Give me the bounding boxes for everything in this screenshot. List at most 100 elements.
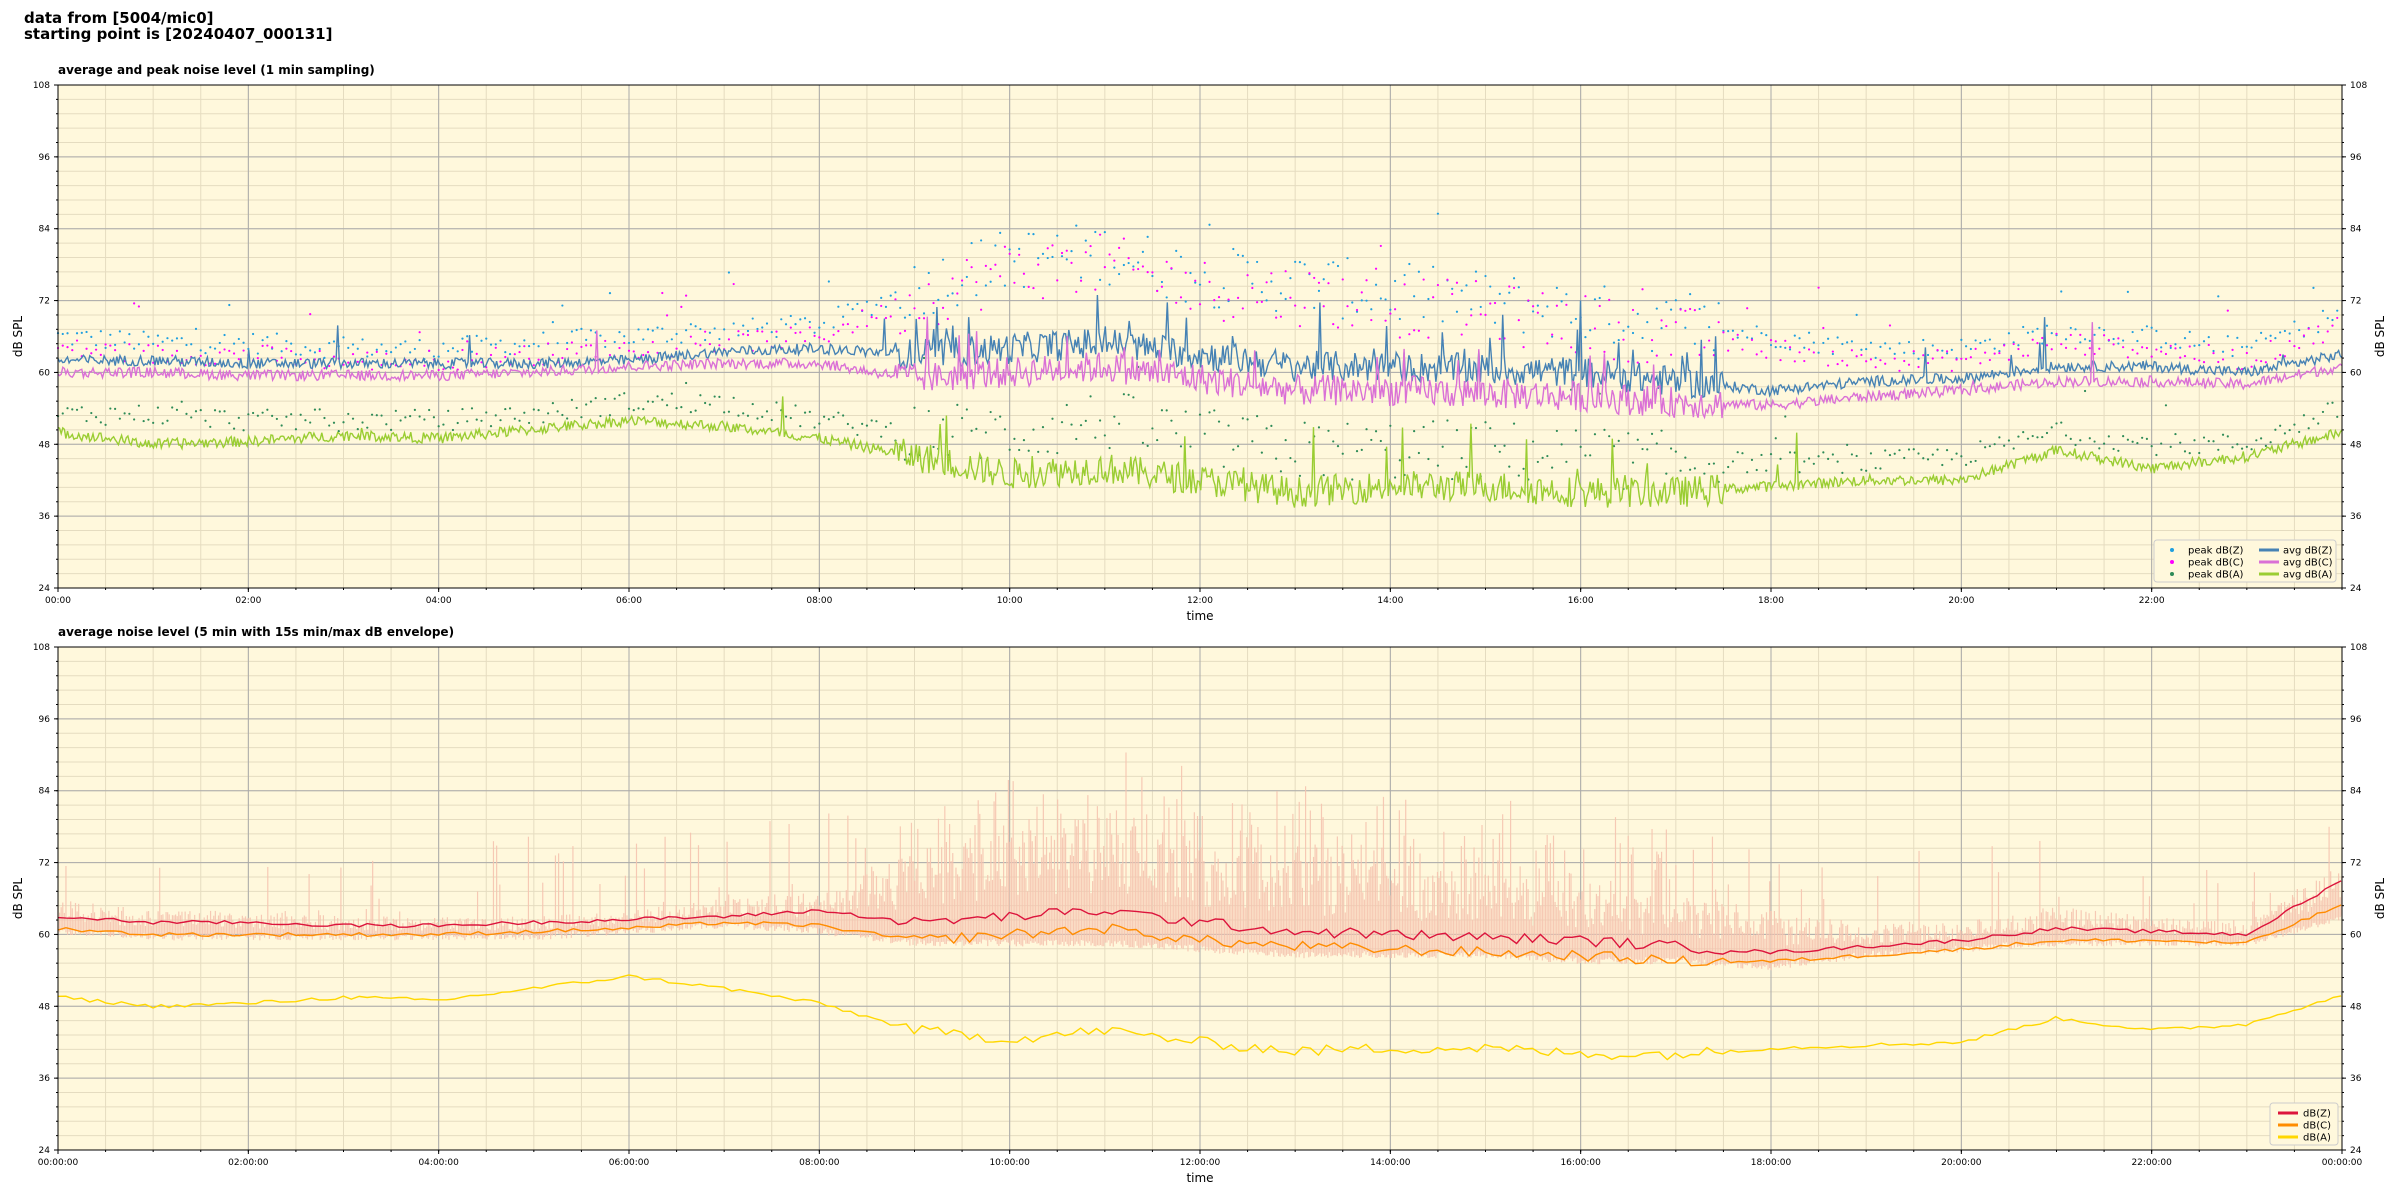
data-point: [1950, 348, 1953, 351]
data-point: [1151, 274, 1154, 278]
data-point: [1065, 403, 1068, 407]
data-point: [689, 335, 692, 338]
data-point: [765, 410, 769, 413]
data-point: [989, 410, 992, 414]
data-point: [1346, 305, 1349, 308]
data-point: [1812, 351, 1815, 354]
data-point: [1941, 463, 1944, 467]
data-point: [1912, 448, 1915, 451]
data-point: [1836, 460, 1839, 463]
data-point: [875, 303, 878, 306]
data-point: [561, 304, 564, 307]
data-point: [2164, 352, 2168, 356]
data-point: [347, 361, 350, 364]
data-point: [2331, 318, 2334, 322]
data-point: [99, 353, 102, 356]
data-point: [927, 271, 930, 275]
data-point: [2169, 445, 2172, 448]
data-point: [1037, 450, 1040, 453]
y-tick-label: 96: [2350, 153, 2362, 163]
data-point: [2226, 335, 2229, 338]
data-point: [561, 413, 564, 417]
data-point: [523, 345, 526, 348]
data-point: [2074, 347, 2077, 350]
data-point: [2307, 427, 2310, 430]
data-point: [2117, 449, 2120, 452]
data-point: [304, 419, 307, 422]
data-point: [661, 398, 664, 401]
data-point: [837, 330, 840, 333]
data-point: [1884, 362, 1887, 365]
data-point: [832, 333, 835, 336]
data-point: [413, 408, 416, 411]
data-point: [1208, 223, 1211, 226]
data-point: [375, 350, 378, 354]
data-point: [1217, 420, 1221, 423]
data-point: [751, 402, 754, 406]
data-point: [618, 394, 621, 397]
data-point: [504, 355, 507, 359]
data-point: [2255, 359, 2258, 362]
data-point: [1988, 358, 1991, 362]
data-point: [2088, 347, 2091, 350]
data-point: [1103, 434, 1106, 437]
data-point: [1727, 349, 1730, 352]
data-point: [1974, 339, 1977, 342]
data-point: [784, 415, 788, 418]
data-point: [1351, 324, 1354, 327]
data-point: [970, 241, 973, 245]
data-point: [1884, 449, 1887, 452]
data-point: [323, 416, 326, 420]
data-point: [370, 353, 374, 356]
data-point: [2069, 326, 2072, 330]
data-point: [2083, 389, 2087, 393]
data-point: [1850, 453, 1853, 456]
data-point: [618, 346, 621, 350]
data-point: [256, 414, 259, 417]
y-axis-label-right: dB SPL: [2373, 316, 2387, 358]
x-tick-label: 06:00:00: [609, 1158, 650, 1168]
data-point: [1998, 350, 2001, 353]
data-point: [328, 364, 331, 368]
header: data from [5004/mic0] starting point is …: [24, 10, 332, 42]
data-point: [356, 427, 359, 431]
data-point: [2022, 431, 2025, 434]
data-point: [2064, 434, 2068, 437]
data-point: [746, 329, 750, 333]
data-point: [1141, 265, 1144, 268]
data-point: [499, 419, 502, 422]
data-point: [1760, 350, 1763, 353]
data-point: [1655, 442, 1658, 445]
data-point: [1665, 300, 1668, 304]
data-point: [1869, 452, 1873, 455]
data-point: [356, 347, 359, 350]
data-point: [1122, 237, 1125, 240]
data-point: [875, 420, 878, 423]
data-point: [1270, 280, 1273, 283]
x-tick-label: 12:00:00: [1180, 1158, 1221, 1168]
data-point: [1227, 424, 1230, 427]
data-point: [1151, 271, 1154, 274]
data-point: [1232, 315, 1235, 319]
data-point: [114, 349, 117, 352]
data-point: [846, 303, 849, 306]
data-point: [1774, 340, 1777, 343]
data-point: [266, 336, 269, 339]
data-point: [2321, 410, 2325, 414]
data-point: [2069, 437, 2072, 440]
data-point: [1070, 250, 1073, 253]
data-point: [418, 331, 421, 334]
data-point: [1798, 351, 1801, 354]
data-point: [1727, 330, 1730, 333]
data-point: [832, 326, 835, 329]
data-point: [1417, 270, 1420, 273]
data-point: [1146, 235, 1149, 238]
data-point: [1641, 288, 1644, 291]
data-point: [818, 326, 821, 329]
y-tick-label: 72: [39, 297, 50, 307]
data-point: [290, 349, 293, 353]
data-point: [2212, 352, 2215, 355]
data-point: [232, 352, 236, 355]
data-point: [1669, 447, 1673, 450]
data-point: [2198, 359, 2201, 362]
